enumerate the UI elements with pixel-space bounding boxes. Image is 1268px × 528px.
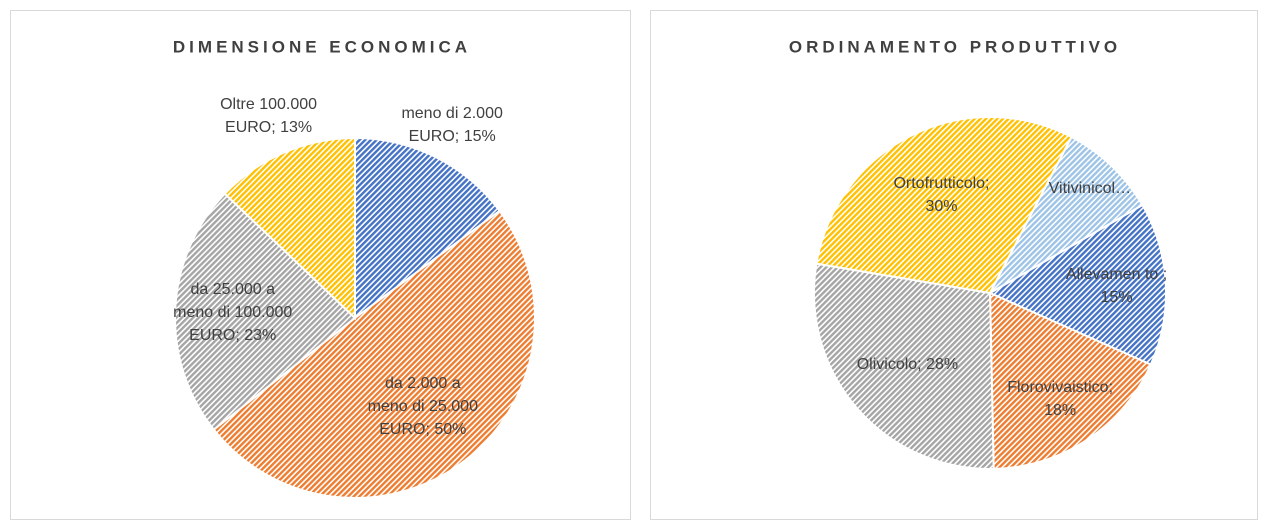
pie-slice — [223, 136, 356, 321]
data-label: da 2.000 a meno di 25.000 EURO; 50% — [367, 375, 478, 439]
pie-slice — [815, 116, 1073, 295]
pie-slice — [813, 262, 995, 470]
chart-title: DIMENSIONE ECONOMICA — [173, 37, 471, 56]
chart-title: ORDINAMENTO PRODUTTIVO — [789, 37, 1121, 56]
pie-slice — [212, 209, 536, 499]
data-label-box: da 25.000 a meno di 100.000 EURO; 23% — [173, 280, 293, 344]
data-label-box: Allevamen to ; 15% — [1065, 266, 1168, 307]
data-label: Olivicolo; 28% — [856, 355, 959, 373]
data-label: Vitivinicol… — [1048, 180, 1132, 198]
data-label-box: Florovivaistico; 18% — [1007, 378, 1114, 419]
data-label: Allevamen to ; 15% — [1065, 266, 1168, 307]
data-label: Florovivaistico; 18% — [1007, 378, 1114, 419]
data-label: Oltre 100.000 EURO; 13% — [220, 96, 318, 137]
pie-slice — [988, 291, 1153, 470]
data-label-box: Oltre 100.000 EURO; 13% — [220, 96, 318, 137]
pie-slice — [987, 135, 1144, 296]
data-label: meno di 2.000 EURO; 15% — [401, 105, 503, 146]
data-label-box: Olivicolo; 28% — [856, 355, 959, 373]
data-label-box: da 2.000 a meno di 25.000 EURO; 50% — [367, 375, 478, 439]
pie-slice — [987, 203, 1167, 366]
data-label-box: meno di 2.000 EURO; 15% — [401, 105, 503, 146]
pie-slice — [174, 192, 357, 432]
data-label-box: Vitivinicol… — [1048, 180, 1132, 198]
data-label-box: Ortofrutticolo; 30% — [893, 175, 990, 216]
data-label: Ortofrutticolo; 30% — [893, 175, 990, 216]
pie-slice — [354, 136, 502, 320]
data-label: da 25.000 a meno di 100.000 EURO; 23% — [173, 280, 293, 344]
